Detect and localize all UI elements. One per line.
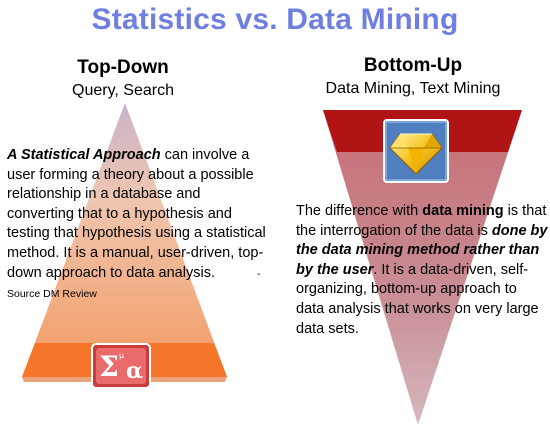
source-citation: - Source DM Review [7,267,261,301]
svg-text:α: α [126,358,143,384]
svg-text:Σ: Σ [99,350,119,383]
svg-text:μ: μ [119,351,124,360]
left-lead-emphasis: A Statistical Approach [7,147,161,163]
pyramid-body [22,103,227,377]
left-heading: Top-Down [77,57,169,78]
right-text-part3: . It is a data-driven, self-organizing, … [296,261,539,337]
left-body: can involve a user forming a theory abou… [7,147,266,281]
right-text-part1: The difference with [296,203,423,219]
right-heading: Bottom-Up [363,55,463,76]
right-text-bold-italic: done by the data mining method rather th… [296,222,548,278]
left-subheading: Query, Search [72,82,174,99]
left-description: A Statistical Approach can involve a use… [7,146,269,305]
sigma-alpha-statistics-icon: Σ α μ [91,343,151,389]
page-title: Statistics vs. Data Mining [91,3,459,36]
funnel-body [323,110,522,425]
gold-diamond-mining-icon [383,119,449,183]
right-subheading: Data Mining, Text Mining [325,80,501,97]
right-text-bold: data mining [422,203,504,219]
right-description: The difference with data mining is that … [296,202,548,339]
right-text-part2: is that the interrogation of the data is [296,203,547,239]
